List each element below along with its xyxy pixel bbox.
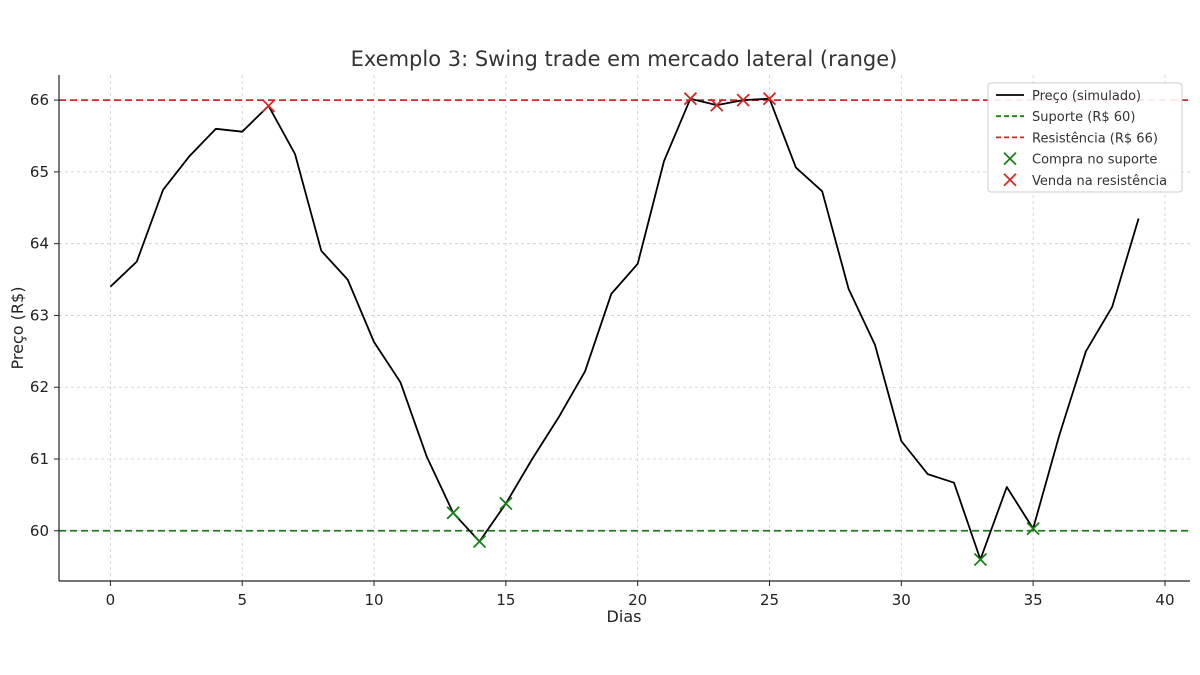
legend-box [987, 82, 1183, 193]
legend-label: Resistência (R$ 66) [1032, 131, 1158, 146]
x-tick-label: 15 [496, 591, 515, 609]
y-tick-label: 66 [30, 91, 49, 109]
x-axis-label: Dias [607, 607, 642, 626]
y-axis-label: Preço (R$) [8, 287, 27, 370]
x-tick-label: 30 [892, 591, 911, 609]
x-marker [736, 93, 750, 107]
legend-label: Venda na resistência [1032, 174, 1167, 189]
legend-item: Compra no suporte [1003, 151, 1157, 168]
x-tick-label: 25 [760, 591, 779, 609]
x-tick-label: 35 [1024, 591, 1043, 609]
legend: Preço (simulado) Suporte (R$ 60) Resistênc… [987, 82, 1183, 193]
x-marker [472, 534, 487, 549]
x-tick-label: 40 [1155, 591, 1174, 609]
reference-lines [59, 99, 1190, 532]
legend-item: Suporte (R$ 60) [996, 110, 1135, 125]
grid [59, 75, 1190, 581]
price-line [109, 97, 1140, 561]
legend-item: Preço (simulado) [996, 89, 1141, 104]
x-marker [683, 92, 698, 106]
chart-title: Exemplo 3: Swing trade em mercado latera… [351, 47, 898, 71]
x-marker [261, 99, 276, 113]
x-marker [499, 496, 513, 511]
y-tick-label: 63 [30, 306, 49, 324]
legend-label: Suporte (R$ 60) [1032, 110, 1135, 125]
y-tick-label: 60 [30, 522, 49, 540]
x-tick-label: 20 [628, 591, 647, 609]
y-tick-label: 61 [30, 450, 49, 468]
legend-label: Compra no suporte [1032, 153, 1157, 168]
y-tick-label: 65 [30, 163, 49, 181]
legend-swatch [1003, 173, 1017, 187]
y-tick-label: 64 [30, 235, 49, 253]
series-layer [109, 97, 1140, 561]
x-tick-label: 5 [237, 591, 247, 609]
legend-swatch [1003, 151, 1017, 166]
x-marker [446, 506, 460, 520]
legend-item: Venda na resistência [1003, 173, 1167, 189]
x-marker [973, 552, 988, 567]
x-marker [1026, 521, 1040, 536]
axes [58, 75, 1190, 582]
y-axis-ticks: 60 61 62 63 64 65 66 [30, 91, 59, 540]
x-axis-ticks: 0 5 10 15 20 25 30 35 40 [106, 581, 1175, 609]
legend-label: Preço (simulado) [1032, 89, 1141, 104]
x-tick-label: 10 [364, 591, 383, 609]
legend-item: Resistência (R$ 66) [996, 131, 1158, 146]
marker-layer [261, 92, 1040, 567]
x-marker [762, 92, 777, 106]
x-marker [710, 98, 724, 112]
x-tick-label: 0 [106, 591, 116, 609]
y-tick-label: 62 [30, 378, 49, 396]
